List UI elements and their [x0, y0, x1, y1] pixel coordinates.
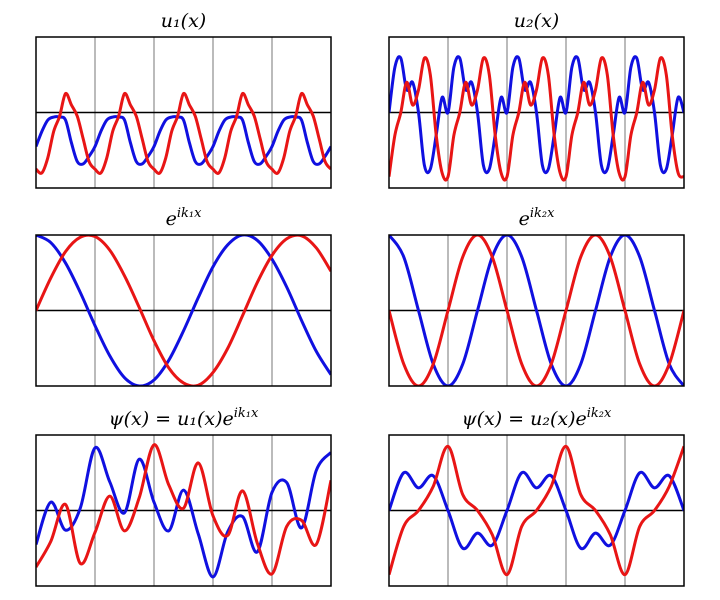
curve [389, 235, 684, 386]
panel-title: ψ(x) = u₁(x)eik₁x [109, 406, 259, 430]
frame [35, 434, 332, 587]
panel: eik₂x [388, 206, 685, 387]
frame [388, 36, 685, 189]
title-superscript: ik₁x [177, 206, 202, 221]
curve [389, 56, 684, 182]
plot-area [389, 235, 684, 386]
title-superscript: ik₁x [234, 406, 259, 421]
title-text: u₁(x) [161, 10, 206, 32]
curve [36, 91, 331, 175]
title-superscript: ik₂x [587, 406, 612, 421]
plot-area [389, 444, 684, 577]
panel-title: eik₁x [166, 206, 202, 230]
panel: ψ(x) = u₁(x)eik₁x [35, 406, 332, 587]
panel-title: u₂(x) [514, 10, 559, 32]
curve [36, 115, 331, 166]
plot-area [389, 55, 684, 182]
panel-title: eik₂x [519, 206, 555, 230]
title-text: u₂(x) [514, 10, 559, 32]
plot-area [36, 443, 331, 579]
curve [389, 55, 684, 175]
title-text: ψ(x) = u₂(x)e [462, 408, 587, 430]
frame [35, 36, 332, 189]
panel: ψ(x) = u₂(x)eik₂x [388, 406, 685, 587]
title-text: e [519, 208, 530, 230]
title-text: ψ(x) = u₁(x)e [109, 408, 234, 430]
title-text: e [166, 208, 177, 230]
curve [36, 235, 331, 386]
plot-area [36, 91, 331, 175]
panel: u₂(x) [388, 10, 685, 189]
panel-title: u₁(x) [161, 10, 206, 32]
title-superscript: ik₂x [530, 206, 555, 221]
curve [389, 235, 684, 386]
panel: eik₁x [35, 206, 332, 387]
panel-title: ψ(x) = u₂(x)eik₂x [462, 406, 612, 430]
curve [36, 446, 331, 579]
frame [388, 234, 685, 387]
panel: u₁(x) [35, 10, 332, 189]
curve [389, 470, 684, 551]
frame [35, 234, 332, 387]
frame [388, 434, 685, 587]
curve [36, 443, 331, 576]
curve [389, 444, 684, 577]
